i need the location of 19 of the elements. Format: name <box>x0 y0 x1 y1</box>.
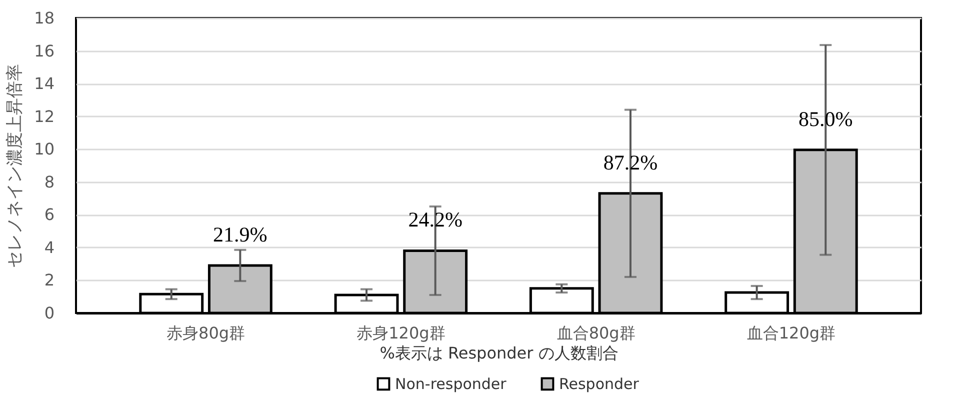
annotation: 21.9% <box>213 222 268 246</box>
y-axis-title: セレノネイン濃度上昇倍率 <box>5 64 26 268</box>
x-tick-label: 赤身120g群 <box>356 324 446 342</box>
y-tick-label: 4 <box>44 238 54 257</box>
legend-label: Non-responder <box>395 374 508 393</box>
y-tick-label: 8 <box>44 172 54 192</box>
y-tick-label: 12 <box>34 106 54 126</box>
y-tick-label: 16 <box>34 41 54 60</box>
y-tick-label: 14 <box>34 74 54 94</box>
y-tick-label: 18 <box>34 8 54 28</box>
x-tick-label: 血合120g群 <box>746 324 836 342</box>
y-tick-label: 6 <box>44 205 54 224</box>
y-tick-label: 10 <box>34 140 54 159</box>
legend-label: Responder <box>559 374 640 393</box>
x-tick-label: 赤身80g群 <box>166 324 246 342</box>
x-axis-title: %表示は Responder の人数割合 <box>380 344 618 362</box>
x-tick-label: 血合80g群 <box>556 324 636 342</box>
y-tick-label: 2 <box>44 270 54 290</box>
y-tick-label: 0 <box>44 304 54 322</box>
